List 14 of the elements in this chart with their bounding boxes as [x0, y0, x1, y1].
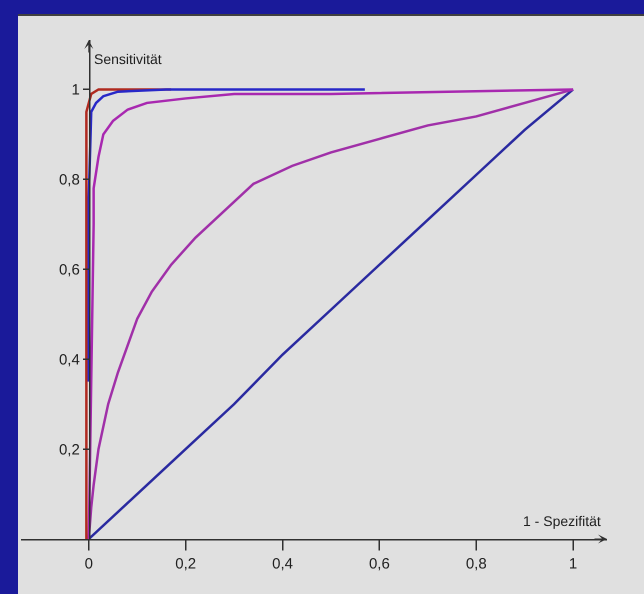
x-tick-label: 0 — [84, 556, 93, 572]
y-tick-label: 0,4 — [58, 351, 80, 368]
y-tick-label: 0,2 — [58, 441, 80, 458]
y-tick-label: 0,6 — [58, 262, 80, 279]
line-series — [88, 88, 366, 383]
y-axis-title: Sensitivität — [94, 51, 162, 67]
y-tick-label: 1 — [71, 82, 80, 99]
y-tick-label: 0,8 — [58, 172, 80, 189]
x-axis-title: 1 - Spezifität — [523, 513, 601, 529]
x-tick-label: 0,6 — [368, 556, 390, 572]
x-tick-label: 1 — [568, 556, 578, 572]
x-tick-label: 0,2 — [175, 556, 196, 572]
x-tick-label: 0,4 — [272, 556, 293, 572]
x-tick-label: 0,8 — [466, 556, 487, 572]
